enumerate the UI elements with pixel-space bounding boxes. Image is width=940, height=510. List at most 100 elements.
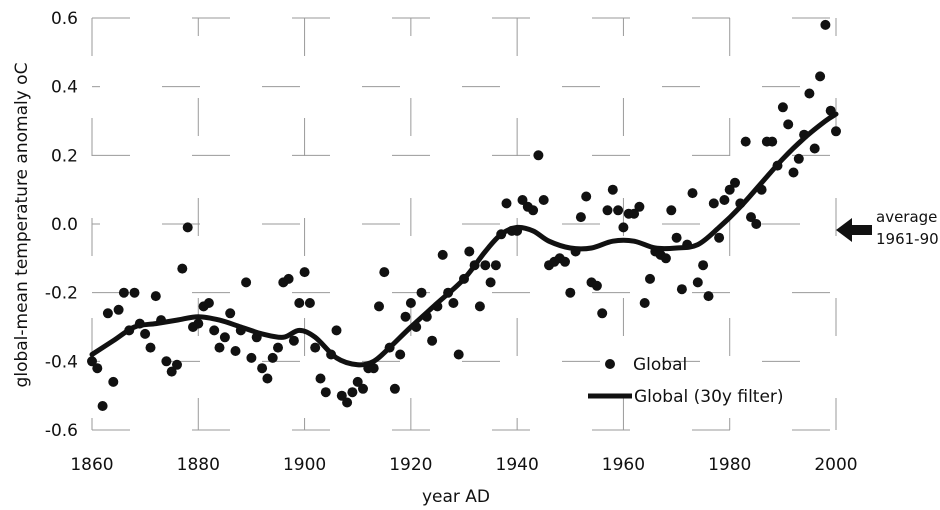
data-point <box>219 332 230 343</box>
data-point <box>209 325 220 336</box>
data-point <box>389 383 400 394</box>
data-point <box>485 277 496 288</box>
data-point <box>172 359 182 370</box>
data-point <box>639 298 650 308</box>
data-point <box>108 376 119 387</box>
data-point <box>730 177 740 188</box>
data-point <box>517 195 528 205</box>
x-tick-label: 1900 <box>283 455 326 475</box>
x-axis-label: year AD <box>422 487 490 507</box>
x-tick-label: 1960 <box>602 455 645 475</box>
data-point <box>714 232 725 243</box>
data-point <box>634 201 645 212</box>
data-point <box>193 318 204 329</box>
data-point <box>87 356 97 367</box>
y-tick-label: -0.6 <box>45 421 78 441</box>
data-point <box>671 232 682 243</box>
y-tick-label: 0.0 <box>51 215 78 235</box>
x-tick-label: 2000 <box>814 455 857 475</box>
data-point <box>613 205 624 216</box>
x-axis-tick-labels: 1860 1880 1900 1920 1940 1960 1980 2000 <box>70 455 857 475</box>
data-point <box>299 267 310 278</box>
data-point <box>809 143 820 154</box>
data-point <box>820 19 831 30</box>
data-point <box>692 277 703 288</box>
data-point <box>342 397 353 408</box>
average-annotation-line2: 1961-90 <box>876 230 939 248</box>
data-point <box>374 301 384 312</box>
legend-marker-global <box>605 359 615 369</box>
average-annotation: average 1961-90 <box>836 208 939 248</box>
data-point <box>214 342 225 353</box>
data-point <box>315 373 326 384</box>
x-tick-label: 1860 <box>70 455 113 475</box>
data-point <box>687 188 698 199</box>
data-point <box>698 260 709 271</box>
data-point <box>288 335 299 346</box>
data-point <box>831 126 841 137</box>
data-point <box>97 401 108 411</box>
y-tick-label: 0.6 <box>51 9 78 29</box>
data-point <box>490 260 501 271</box>
x-tick-label: 1920 <box>389 455 432 475</box>
data-point <box>645 273 655 284</box>
data-point <box>304 298 315 308</box>
data-point <box>474 301 485 312</box>
data-point <box>783 119 794 130</box>
data-point <box>161 356 172 367</box>
data-point <box>241 277 252 288</box>
data-point <box>113 304 124 315</box>
data-point <box>740 136 751 147</box>
data-point <box>528 205 539 216</box>
data-point <box>591 280 602 291</box>
data-point <box>230 346 241 356</box>
y-axis-label: global-mean temperature anomaly oC <box>12 63 32 388</box>
data-point <box>666 205 677 216</box>
x-tick-label: 1940 <box>496 455 539 475</box>
data-point <box>565 287 576 298</box>
data-point <box>92 363 103 374</box>
y-axis-tick-labels: 0.6 0.4 0.2 0.0 -0.2 -0.4 -0.6 <box>45 9 78 441</box>
data-point <box>427 335 438 346</box>
data-point <box>480 260 491 271</box>
data-point <box>607 184 618 195</box>
data-point <box>352 376 363 387</box>
data-point <box>703 291 714 302</box>
data-point <box>150 291 161 302</box>
data-point <box>464 246 475 257</box>
data-point <box>767 136 778 147</box>
data-point <box>804 88 815 99</box>
global-scatter-series <box>87 19 841 411</box>
data-point <box>708 198 719 209</box>
data-point <box>358 383 368 394</box>
x-tick-label: 1980 <box>708 455 751 475</box>
data-point <box>177 263 188 274</box>
data-point <box>660 253 671 264</box>
data-point <box>581 191 592 202</box>
legend-label-global: Global <box>633 355 687 375</box>
data-point <box>448 298 459 308</box>
data-point <box>575 212 586 223</box>
data-point <box>225 308 236 319</box>
data-point <box>560 256 570 267</box>
data-point <box>501 198 512 209</box>
data-point <box>395 349 406 360</box>
data-point <box>793 153 804 164</box>
data-point <box>416 287 427 298</box>
legend: Global Global (30y filter) <box>588 355 784 407</box>
data-point <box>453 349 464 360</box>
data-point <box>331 325 342 336</box>
legend-label-filter: Global (30y filter) <box>634 387 784 407</box>
data-point <box>724 184 735 195</box>
filtered-trend-line <box>89 111 839 368</box>
data-point <box>273 342 283 353</box>
data-point <box>262 373 273 384</box>
data-point <box>246 352 257 363</box>
data-point <box>379 267 390 278</box>
y-tick-label: -0.4 <box>45 352 78 372</box>
data-point <box>815 71 826 82</box>
data-point <box>336 390 347 401</box>
data-point <box>347 387 358 398</box>
data-point <box>166 366 177 377</box>
